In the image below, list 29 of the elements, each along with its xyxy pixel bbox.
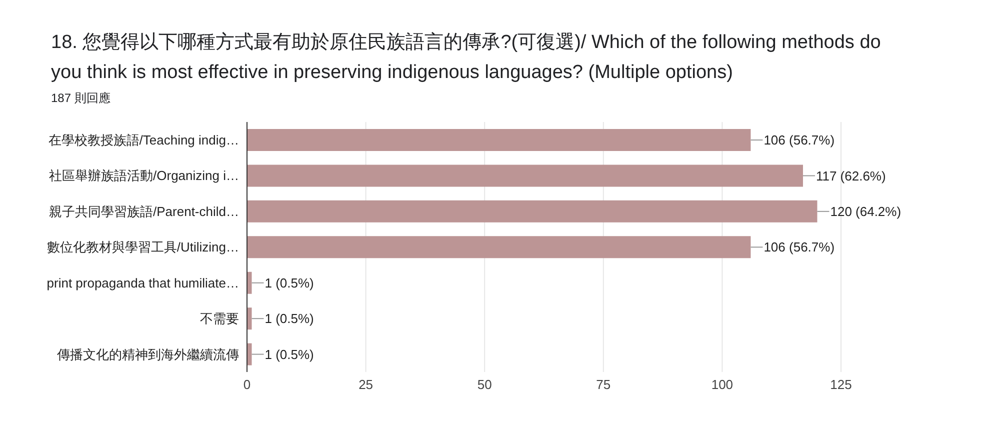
x-tick-label: 0 xyxy=(243,377,251,392)
x-tick-label: 100 xyxy=(711,377,734,392)
bar xyxy=(247,129,751,151)
bar xyxy=(247,236,751,258)
bar xyxy=(247,200,818,222)
y-tick-label: 在學校教授族語/Teaching indig… xyxy=(48,132,239,148)
data-label: 1 (0.5%) xyxy=(264,346,314,362)
data-label: 106 (56.7%) xyxy=(764,132,835,148)
y-tick-label: 數位化教材與學習工具/Utilizing… xyxy=(46,240,239,255)
x-tick-label: 125 xyxy=(830,377,852,392)
data-label: 117 (62.6%) xyxy=(816,168,886,184)
x-tick-label: 50 xyxy=(477,377,492,392)
y-tick-label: print propaganda that humiliate… xyxy=(46,275,239,290)
text: 187 則回應 xyxy=(50,90,112,107)
chart-title: 18. 您覺得以下哪種方式最有助於原住民族語言的傳承?(可復選)/ Which of the following methods do you think is most effective in preserving indigenous languages? (Multiple options) xyxy=(50,31,882,85)
bar xyxy=(247,343,252,366)
x-tick-label: 75 xyxy=(596,377,611,392)
bar xyxy=(247,272,252,294)
y-tick-label: 傳播文化的精神到海外繼續流傳 xyxy=(56,346,239,362)
y-tick-label: 不需要 xyxy=(200,311,239,326)
bar xyxy=(247,308,252,330)
x-tick-label: 25 xyxy=(358,377,374,392)
y-tick-label: 社區舉辦族語活動/Organizing i… xyxy=(49,168,239,184)
y-tick-label: 親子共同學習族語/Parent-child… xyxy=(49,204,239,219)
data-label: 106 (56.7%) xyxy=(764,240,835,255)
data-label: 1 (0.5%) xyxy=(264,275,314,290)
bar xyxy=(247,164,803,187)
data-label: 1 (0.5%) xyxy=(264,311,314,326)
data-label: 120 (64.2%) xyxy=(830,204,902,219)
